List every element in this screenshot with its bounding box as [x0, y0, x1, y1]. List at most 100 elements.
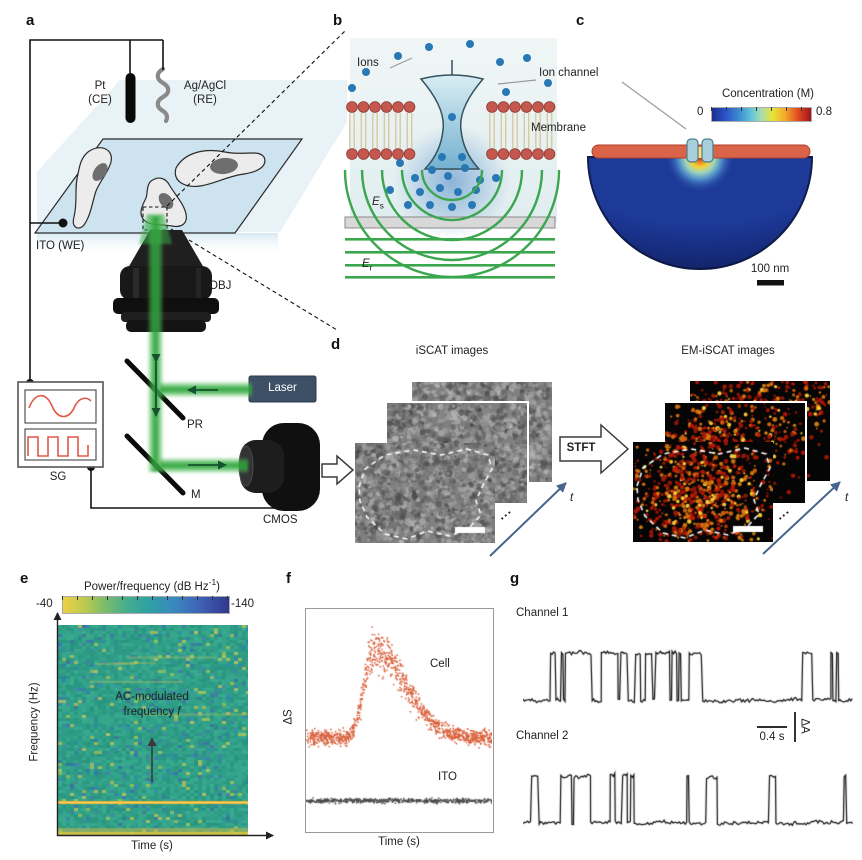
signal-generator: [17, 381, 104, 468]
scattered-field-arcs: [343, 169, 561, 279]
plot-frame-f: [305, 608, 494, 833]
time-axis-label-left: t: [570, 492, 574, 504]
sg-label: SG: [49, 471, 67, 483]
iscat-image-front: [355, 443, 495, 543]
laser-label: Laser: [268, 382, 297, 394]
scattered-field-label: Es: [372, 196, 384, 211]
channel1-label: Channel 1: [516, 607, 569, 619]
time-axis-arrow-right: [762, 481, 841, 555]
stft-block-arrow: [559, 423, 630, 475]
time-axis-label-f: Time (s): [378, 836, 420, 848]
electrodes: [125, 66, 171, 124]
panel-label-c: c: [576, 12, 585, 29]
cell-series-label: Cell: [430, 658, 450, 670]
colorbar-max-e: -140: [231, 598, 255, 610]
power-colorbar-ticks: [62, 596, 228, 600]
cb-title-pre: Power/frequency (dB Hz: [83, 580, 209, 593]
concentration-colorbar-ticks: [711, 107, 810, 111]
ion-channel-pointer-b: [497, 79, 537, 85]
ac-annotation-line2: frequency f: [124, 706, 181, 719]
channel1-trace: [523, 641, 853, 713]
ac-ann-pre: frequency: [123, 706, 178, 718]
sine-display: [24, 389, 97, 424]
wire-left: [29, 39, 163, 383]
frequency-axis-label: Frequency (Hz): [28, 682, 41, 762]
domain-shading: [588, 157, 812, 269]
circuit-wires: [29, 39, 285, 509]
channel-pillar-right: [701, 138, 714, 163]
ion-channel-label: Ion channel: [539, 67, 599, 79]
amplitude-scale-label-g: ΔA: [798, 718, 811, 734]
colorbar-min-c: 0: [697, 106, 704, 118]
ito-contact-dot: [58, 218, 68, 228]
channel2-trace: [523, 764, 853, 836]
delta-s-axis-label: ΔS: [282, 709, 295, 725]
concentration-simulation: [586, 138, 814, 286]
scalebar-100nm: [757, 280, 784, 286]
spectrogram-image: [58, 625, 248, 835]
square-display: [24, 428, 97, 461]
ions-pointer: [389, 57, 413, 69]
colorbar-min-e: -40: [36, 598, 53, 610]
iscat-title: iSCAT images: [415, 345, 489, 357]
panel-label-b: b: [333, 12, 343, 29]
es-sub: s: [379, 200, 384, 211]
channel-pillar-left: [686, 138, 699, 163]
reference-field-lines: [345, 238, 555, 279]
agcl-role-label: (RE): [193, 94, 217, 106]
delta-s-scatter-plot: [306, 609, 492, 830]
cb-title-post: ): [216, 580, 221, 593]
sample-chamber: [33, 29, 347, 331]
stft-label: STFT: [566, 442, 596, 454]
pt-label: Pt: [94, 80, 106, 92]
time-axis-label-right: t: [845, 492, 849, 504]
time-scale-label-g: 0.4 s: [759, 731, 785, 743]
cmos-camera: [238, 423, 320, 511]
zoom-region-box: [142, 206, 168, 231]
ac-annotation-line1: AC-modulated: [115, 691, 189, 703]
agcl-label: Ag/AgCl: [183, 80, 227, 92]
zoom-guide-lower: [170, 228, 338, 331]
time-axis-arrow-left: [489, 482, 567, 557]
ac-ann-f: f: [177, 706, 181, 718]
panel-label-f: f: [286, 570, 291, 587]
panel-label-g: g: [510, 570, 520, 587]
panel-label-e: e: [20, 570, 29, 587]
pore-opening: [697, 147, 703, 158]
cb-title-sup: -1: [208, 577, 217, 587]
pt-role-label: (CE): [88, 94, 112, 106]
ito-series-label: ITO: [438, 771, 457, 783]
scalebar-label-c: 100 nm: [750, 263, 790, 275]
obj-label: OBJ: [209, 280, 232, 292]
power-colorbar-title: Power/frequency (dB Hz-1): [83, 577, 221, 594]
reference-field-label: Er: [362, 258, 373, 273]
m-label: M: [191, 489, 201, 501]
wire-sg-cmos: [90, 467, 285, 509]
membrane-label: Membrane: [531, 122, 586, 134]
er-sub: r: [369, 262, 373, 273]
square-wave-icon: [27, 436, 89, 457]
sine-wave-icon: [28, 394, 92, 418]
ito-layer-bar: [344, 216, 556, 229]
em-iscat-title: EM-iSCAT images: [681, 345, 775, 357]
input-block-arrow: [321, 454, 355, 486]
cmos-label: CMOS: [263, 514, 298, 526]
cell-nuclei: [92, 157, 238, 209]
ion-dots: [348, 40, 552, 211]
agcl-electrode: [155, 66, 171, 124]
em-iscat-image-front: [633, 442, 773, 542]
colorbar-max-c: 0.8: [816, 106, 832, 118]
ion-channel-schematic: [343, 38, 687, 279]
panel-label-d: d: [331, 336, 341, 353]
time-axis-label-e: Time (s): [131, 840, 173, 852]
ito-label: ITO (WE): [36, 240, 85, 252]
channel2-label: Channel 2: [516, 730, 569, 742]
beam-vertical: [147, 216, 164, 472]
pt-electrode: [125, 73, 136, 123]
lipid-bilayer: [346, 101, 556, 160]
es-base: E: [372, 196, 380, 208]
pr-label: PR: [187, 419, 203, 431]
ions-label: Ions: [357, 57, 379, 69]
